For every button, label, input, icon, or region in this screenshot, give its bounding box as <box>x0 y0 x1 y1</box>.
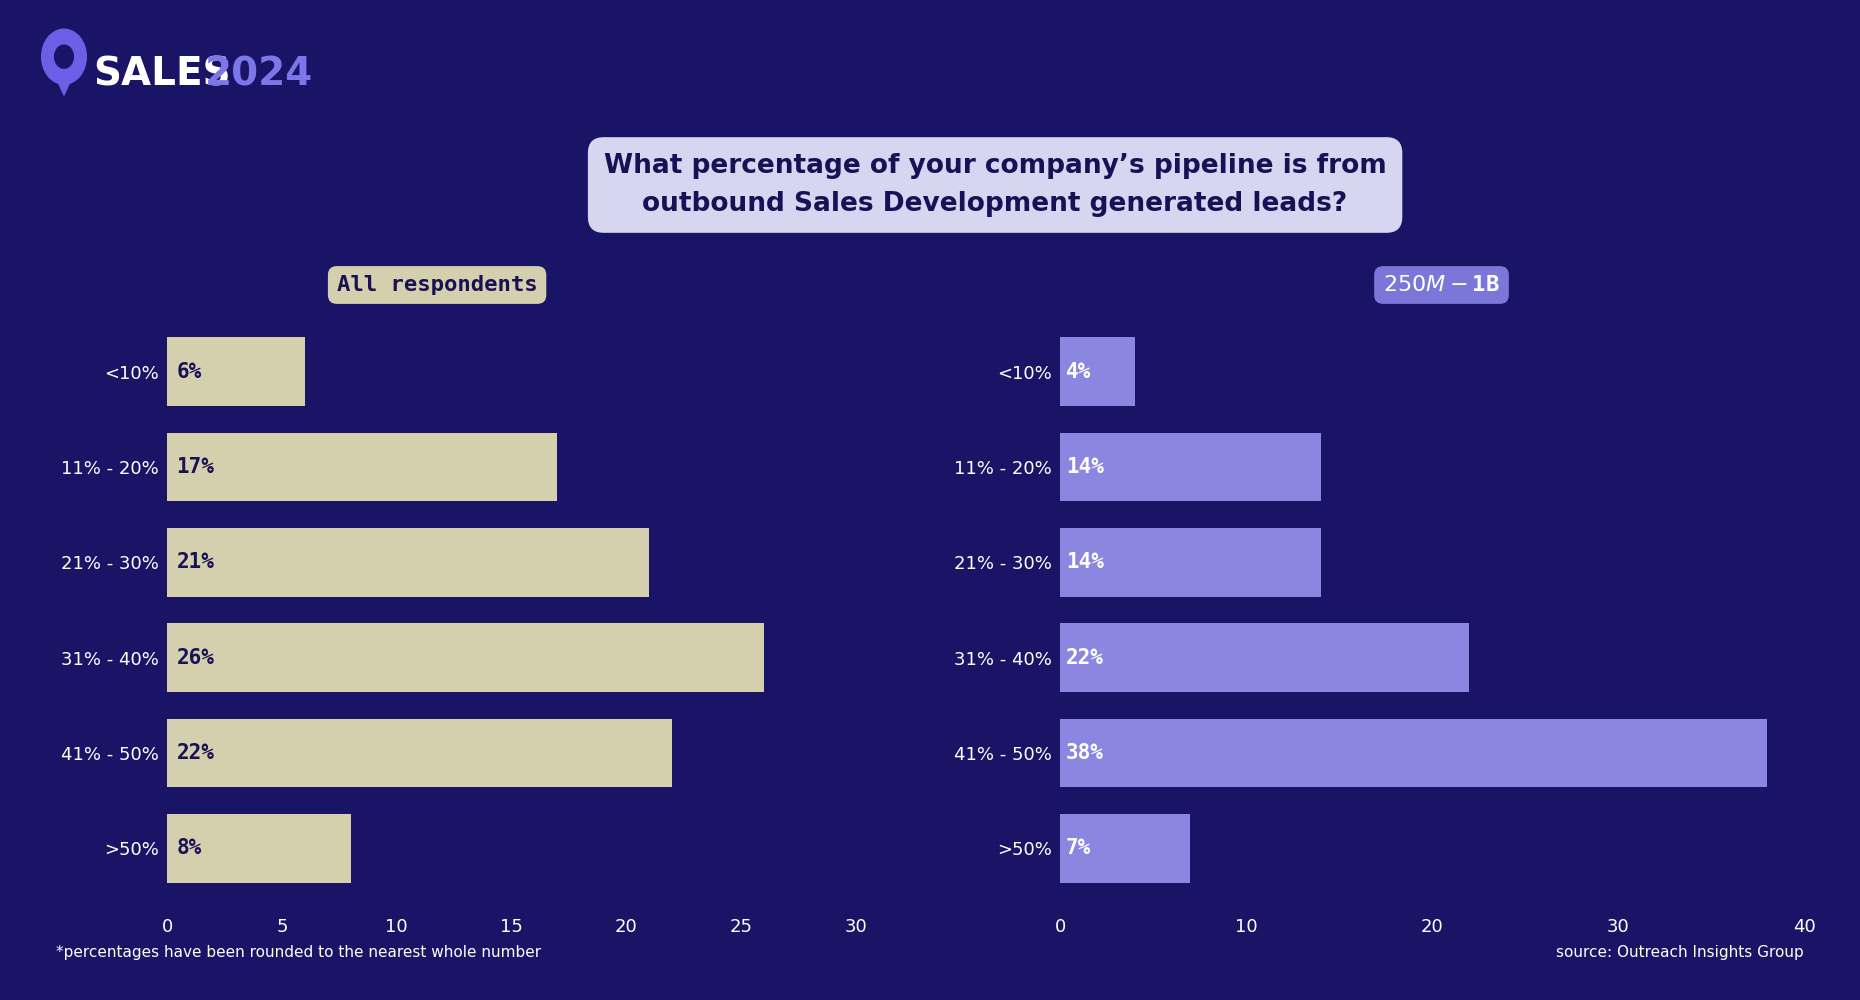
Text: 7%: 7% <box>1066 838 1092 858</box>
Text: $250M-$1B: $250M-$1B <box>1384 275 1499 295</box>
Bar <box>167 623 764 692</box>
Text: 6%: 6% <box>177 362 203 382</box>
Bar <box>167 337 305 406</box>
Text: 14%: 14% <box>1066 457 1103 477</box>
Text: 22%: 22% <box>1066 648 1103 668</box>
Text: *percentages have been rounded to the nearest whole number: *percentages have been rounded to the ne… <box>56 945 541 960</box>
Text: 17%: 17% <box>177 457 214 477</box>
Bar <box>167 814 352 883</box>
Text: What percentage of your company’s pipeline is from
outbound Sales Development ge: What percentage of your company’s pipeli… <box>604 153 1386 217</box>
Bar <box>167 528 649 597</box>
Text: 21%: 21% <box>177 552 214 572</box>
Bar <box>1060 623 1469 692</box>
Text: 2024: 2024 <box>205 56 314 94</box>
Text: 4%: 4% <box>1066 362 1092 382</box>
Bar <box>167 719 671 787</box>
Text: 8%: 8% <box>177 838 203 858</box>
Bar <box>1060 528 1321 597</box>
Text: source: Outreach Insights Group: source: Outreach Insights Group <box>1557 945 1804 960</box>
Text: SALES: SALES <box>93 56 231 94</box>
Bar <box>1060 433 1321 501</box>
Polygon shape <box>52 68 76 95</box>
Text: 38%: 38% <box>1066 743 1103 763</box>
Bar <box>1060 719 1767 787</box>
Circle shape <box>54 45 73 68</box>
Circle shape <box>41 29 86 84</box>
Text: All respondents: All respondents <box>337 275 538 295</box>
Bar <box>1060 337 1135 406</box>
Bar <box>1060 814 1190 883</box>
Text: 22%: 22% <box>177 743 214 763</box>
Text: 26%: 26% <box>177 648 214 668</box>
Bar <box>167 433 558 501</box>
Text: 14%: 14% <box>1066 552 1103 572</box>
